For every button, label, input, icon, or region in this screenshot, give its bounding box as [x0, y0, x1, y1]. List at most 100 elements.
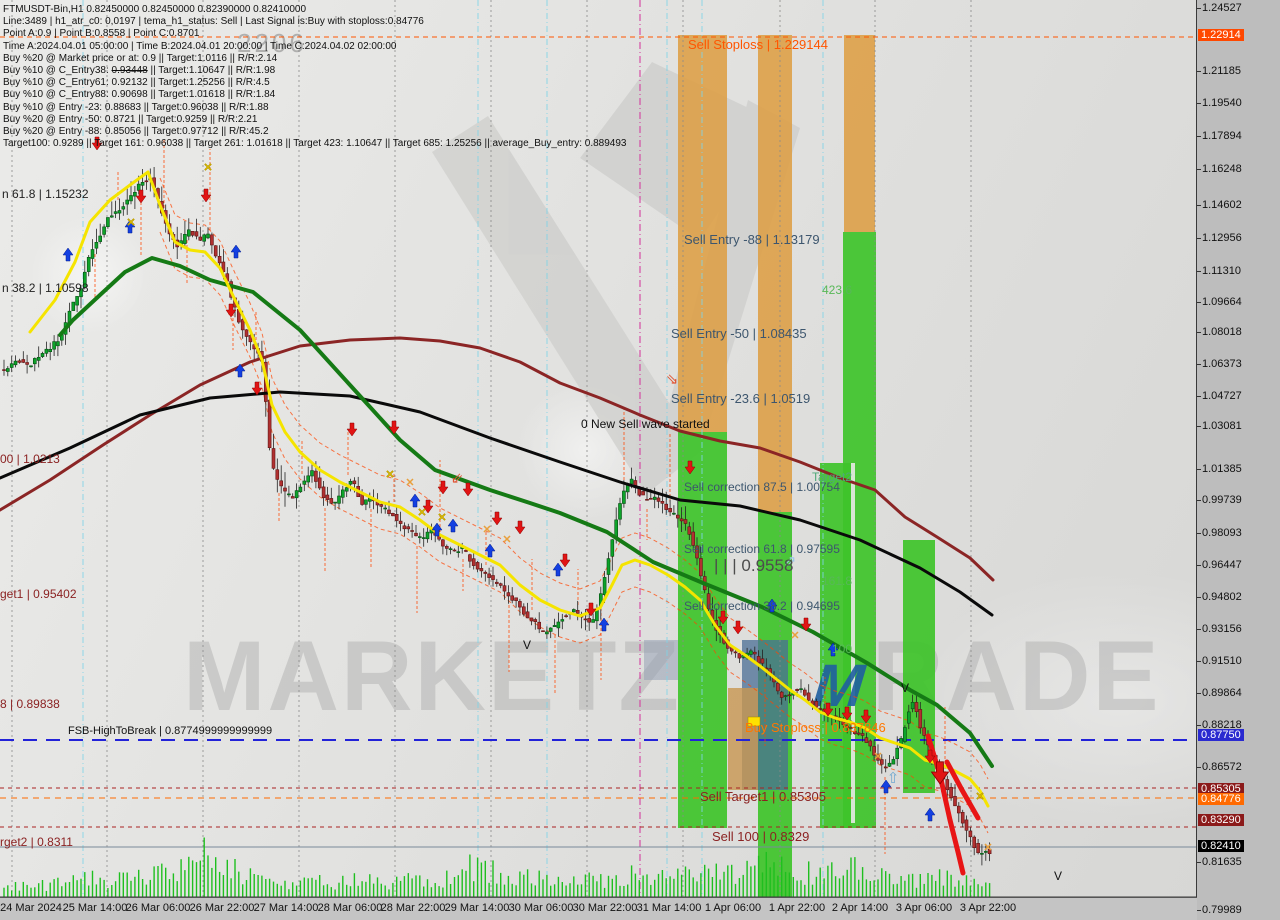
price-tick-mark: [1197, 238, 1201, 239]
info-overlay: FTMUSDT-Bin,H1 0.82450000 0.82450000 0.8…: [3, 4, 627, 150]
price-tick-label: 0.79989: [1202, 904, 1242, 916]
svg-text:✕: ✕: [975, 791, 984, 803]
svg-text:✕: ✕: [502, 534, 511, 546]
svg-text:✕: ✕: [873, 751, 882, 763]
time-axis[interactable]: 24 Mar 2024 25 Mar 14:00 26 Mar 06:00 26 Ma…: [0, 897, 1197, 920]
ma-slow-black: [0, 390, 994, 617]
svg-text:✕: ✕: [482, 524, 491, 536]
price-tick-label: 0.88218: [1202, 719, 1242, 731]
price-tick-mark: [1197, 302, 1201, 303]
time-tick-label: 24 Mar 2024: [0, 902, 62, 914]
price-tick-mark: [1197, 103, 1201, 104]
price-tick-mark: [1197, 565, 1201, 566]
price-tick-mark: [1197, 500, 1201, 501]
price-tick-label: 1.16248: [1202, 163, 1242, 175]
time-tick-label: 30 Mar 22:00: [572, 902, 638, 914]
time-tick-label: 2 Apr 14:00: [831, 902, 889, 914]
price-tick-label: 1.17894: [1202, 130, 1242, 142]
price-tick-label: 0.86572: [1202, 761, 1242, 773]
price-tick-label: 1.09664: [1202, 296, 1242, 308]
price-tick-mark: [1197, 71, 1201, 72]
price-tick-mark: [1197, 533, 1201, 534]
price-level-tag: 0.85305: [1198, 783, 1244, 795]
time-tick-label: 29 Mar 14:00: [444, 902, 510, 914]
price-tick-mark: [1197, 8, 1201, 9]
price-tick-mark: [1197, 396, 1201, 397]
price-tick-label: 0.89864: [1202, 687, 1242, 699]
price-tick-label: 0.93156: [1202, 623, 1242, 635]
svg-text:✕: ✕: [417, 507, 426, 519]
svg-text:⇧: ⇧: [887, 770, 900, 787]
svg-text:✕: ✕: [385, 469, 394, 481]
svg-text:✕: ✕: [790, 630, 799, 642]
buy-zone-marker: [747, 716, 761, 727]
ma-mid-green: [58, 256, 994, 768]
price-tick-mark: [1197, 725, 1201, 726]
price-tick-mark: [1197, 271, 1201, 272]
watermark-text-left: MARKETZ: [183, 620, 681, 731]
moving-averages: [0, 170, 995, 808]
price-level-tag: 0.87750: [1198, 729, 1244, 741]
info-line: Buy %10 @ C_Entry38: 0.93448 || Target:1…: [3, 65, 276, 77]
time-tick-label: 30 Mar 06:00: [508, 902, 574, 914]
price-tick-label: 0.94802: [1202, 591, 1242, 603]
price-tick-label: 0.91510: [1202, 655, 1242, 667]
price-tick-label: 1.19540: [1202, 97, 1242, 109]
price-tick-mark: [1197, 767, 1201, 768]
info-line: Line:3489 | h1_atr_c0: 0,0197 | tema_h1_…: [3, 16, 424, 28]
ma-slow-maroon: [0, 336, 995, 582]
price-level-tag: 0.84776: [1198, 793, 1244, 805]
star-markers: ✕ ✕ ✕ ✕ ✕ ✕ ✕ ✕ ✕ ✕ ✕ ✕ V V V ⇘ ⇙ ⇧ ⇗: [126, 162, 1062, 883]
info-line: Buy %10 @ Entry -23: 0.88683 || Target:0…: [3, 101, 269, 113]
price-level-tag: 1.22914: [1198, 29, 1244, 41]
svg-text:✕: ✕: [983, 842, 992, 854]
current-price-tag: 0.82410: [1198, 840, 1244, 852]
volume-bars: [3, 837, 991, 897]
price-tick-label: 1.24527: [1202, 2, 1242, 14]
info-line: Buy %10 @ C_Entry88: 0.90698 || Target:1…: [3, 89, 276, 101]
time-tick-label: 26 Mar 06:00: [125, 902, 191, 914]
watermark-faint-number: 2206: [237, 28, 307, 58]
info-line: Buy %10 @ C_Entry61: 0.92132 || Target:1…: [3, 77, 270, 89]
price-tick-label: 0.81635: [1202, 856, 1242, 868]
price-tick-mark: [1197, 629, 1201, 630]
price-tick-label: 1.04727: [1202, 390, 1242, 402]
info-line: Buy %20 @ Entry -50: 0.8721 || Target:0.…: [3, 113, 258, 125]
svg-text:⇗: ⇗: [784, 553, 797, 570]
buy-arrow-icons: [62, 219, 936, 822]
trend-lines[interactable]: [925, 733, 981, 876]
price-axis[interactable]: 1.24527 1.22914 1.21185 1.19540 1.17894 1.162…: [1196, 0, 1280, 920]
price-tick-mark: [1197, 364, 1201, 365]
time-tick-label: 3 Apr 06:00: [895, 902, 953, 914]
price-tick-label: 1.21185: [1202, 65, 1241, 77]
svg-text:✕: ✕: [437, 512, 446, 524]
grid-vertical: [11, 0, 972, 897]
info-line: Buy %20 @ Entry -88: 0.85056 || Target:0…: [3, 126, 269, 138]
price-tick-label: 1.14602: [1202, 199, 1242, 211]
time-tick-label: 1 Apr 06:00: [704, 902, 762, 914]
time-tick-label: 28 Mar 06:00: [317, 902, 383, 914]
sell-arrow-icons: [91, 136, 950, 785]
svg-text:V: V: [901, 681, 909, 695]
price-tick-label: 1.03081: [1202, 420, 1242, 432]
svg-text:V: V: [1054, 869, 1062, 883]
price-tick-label: 0.99739: [1202, 494, 1242, 506]
price-tick-mark: [1197, 661, 1201, 662]
time-tick-label: 3 Apr 22:00: [959, 902, 1017, 914]
price-tick-label: 0.96447: [1202, 559, 1242, 571]
symbol-title: FTMUSDT-Bin,H1 0.82450000 0.82450000 0.8…: [3, 4, 307, 15]
svg-text:✕: ✕: [203, 162, 212, 174]
price-tick-label: 1.01385: [1202, 463, 1242, 475]
time-tick-label: 25 Mar 14:00: [62, 902, 128, 914]
price-tick-mark: [1197, 136, 1201, 137]
price-tick-mark: [1197, 332, 1201, 333]
price-tick-mark: [1197, 862, 1201, 863]
price-tick-mark: [1197, 597, 1201, 598]
price-tick-mark: [1197, 426, 1201, 427]
price-tick-mark: [1197, 693, 1201, 694]
candles-bullish: [6, 178, 988, 855]
info-line: Buy %20 @ Market price or at: 0.9 || Tar…: [3, 52, 278, 64]
svg-text:⇘: ⇘: [666, 371, 679, 388]
